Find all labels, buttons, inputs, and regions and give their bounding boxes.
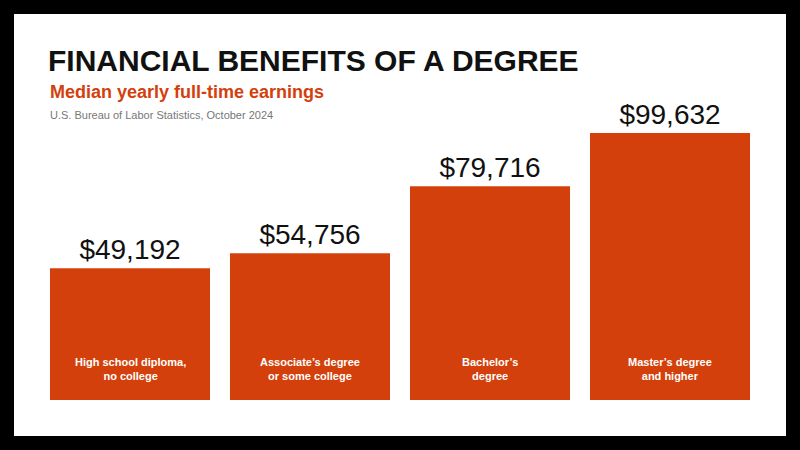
svg-text:High school diploma,no college: High school diploma,no college (75, 356, 186, 382)
svg-text:$79,716: $79,716 (439, 152, 540, 183)
svg-text:Associate’s degreeor some coll: Associate’s degreeor some college (260, 356, 360, 382)
svg-text:$99,632: $99,632 (619, 99, 720, 130)
svg-text:Bachelor’sdegree: Bachelor’sdegree (462, 356, 518, 382)
svg-text:$49,192: $49,192 (79, 234, 180, 265)
svg-text:Median yearly full-time earnin: Median yearly full-time earnings (50, 82, 324, 102)
svg-text:FINANCIAL BENEFITS OF A DEGREE: FINANCIAL BENEFITS OF A DEGREE (48, 44, 579, 77)
svg-text:$54,756: $54,756 (259, 219, 360, 250)
svg-text:Master’s degreeand higher: Master’s degreeand higher (628, 356, 712, 382)
svg-text:U.S. Bureau of Labor Statistic: U.S. Bureau of Labor Statistics, October… (50, 109, 273, 121)
